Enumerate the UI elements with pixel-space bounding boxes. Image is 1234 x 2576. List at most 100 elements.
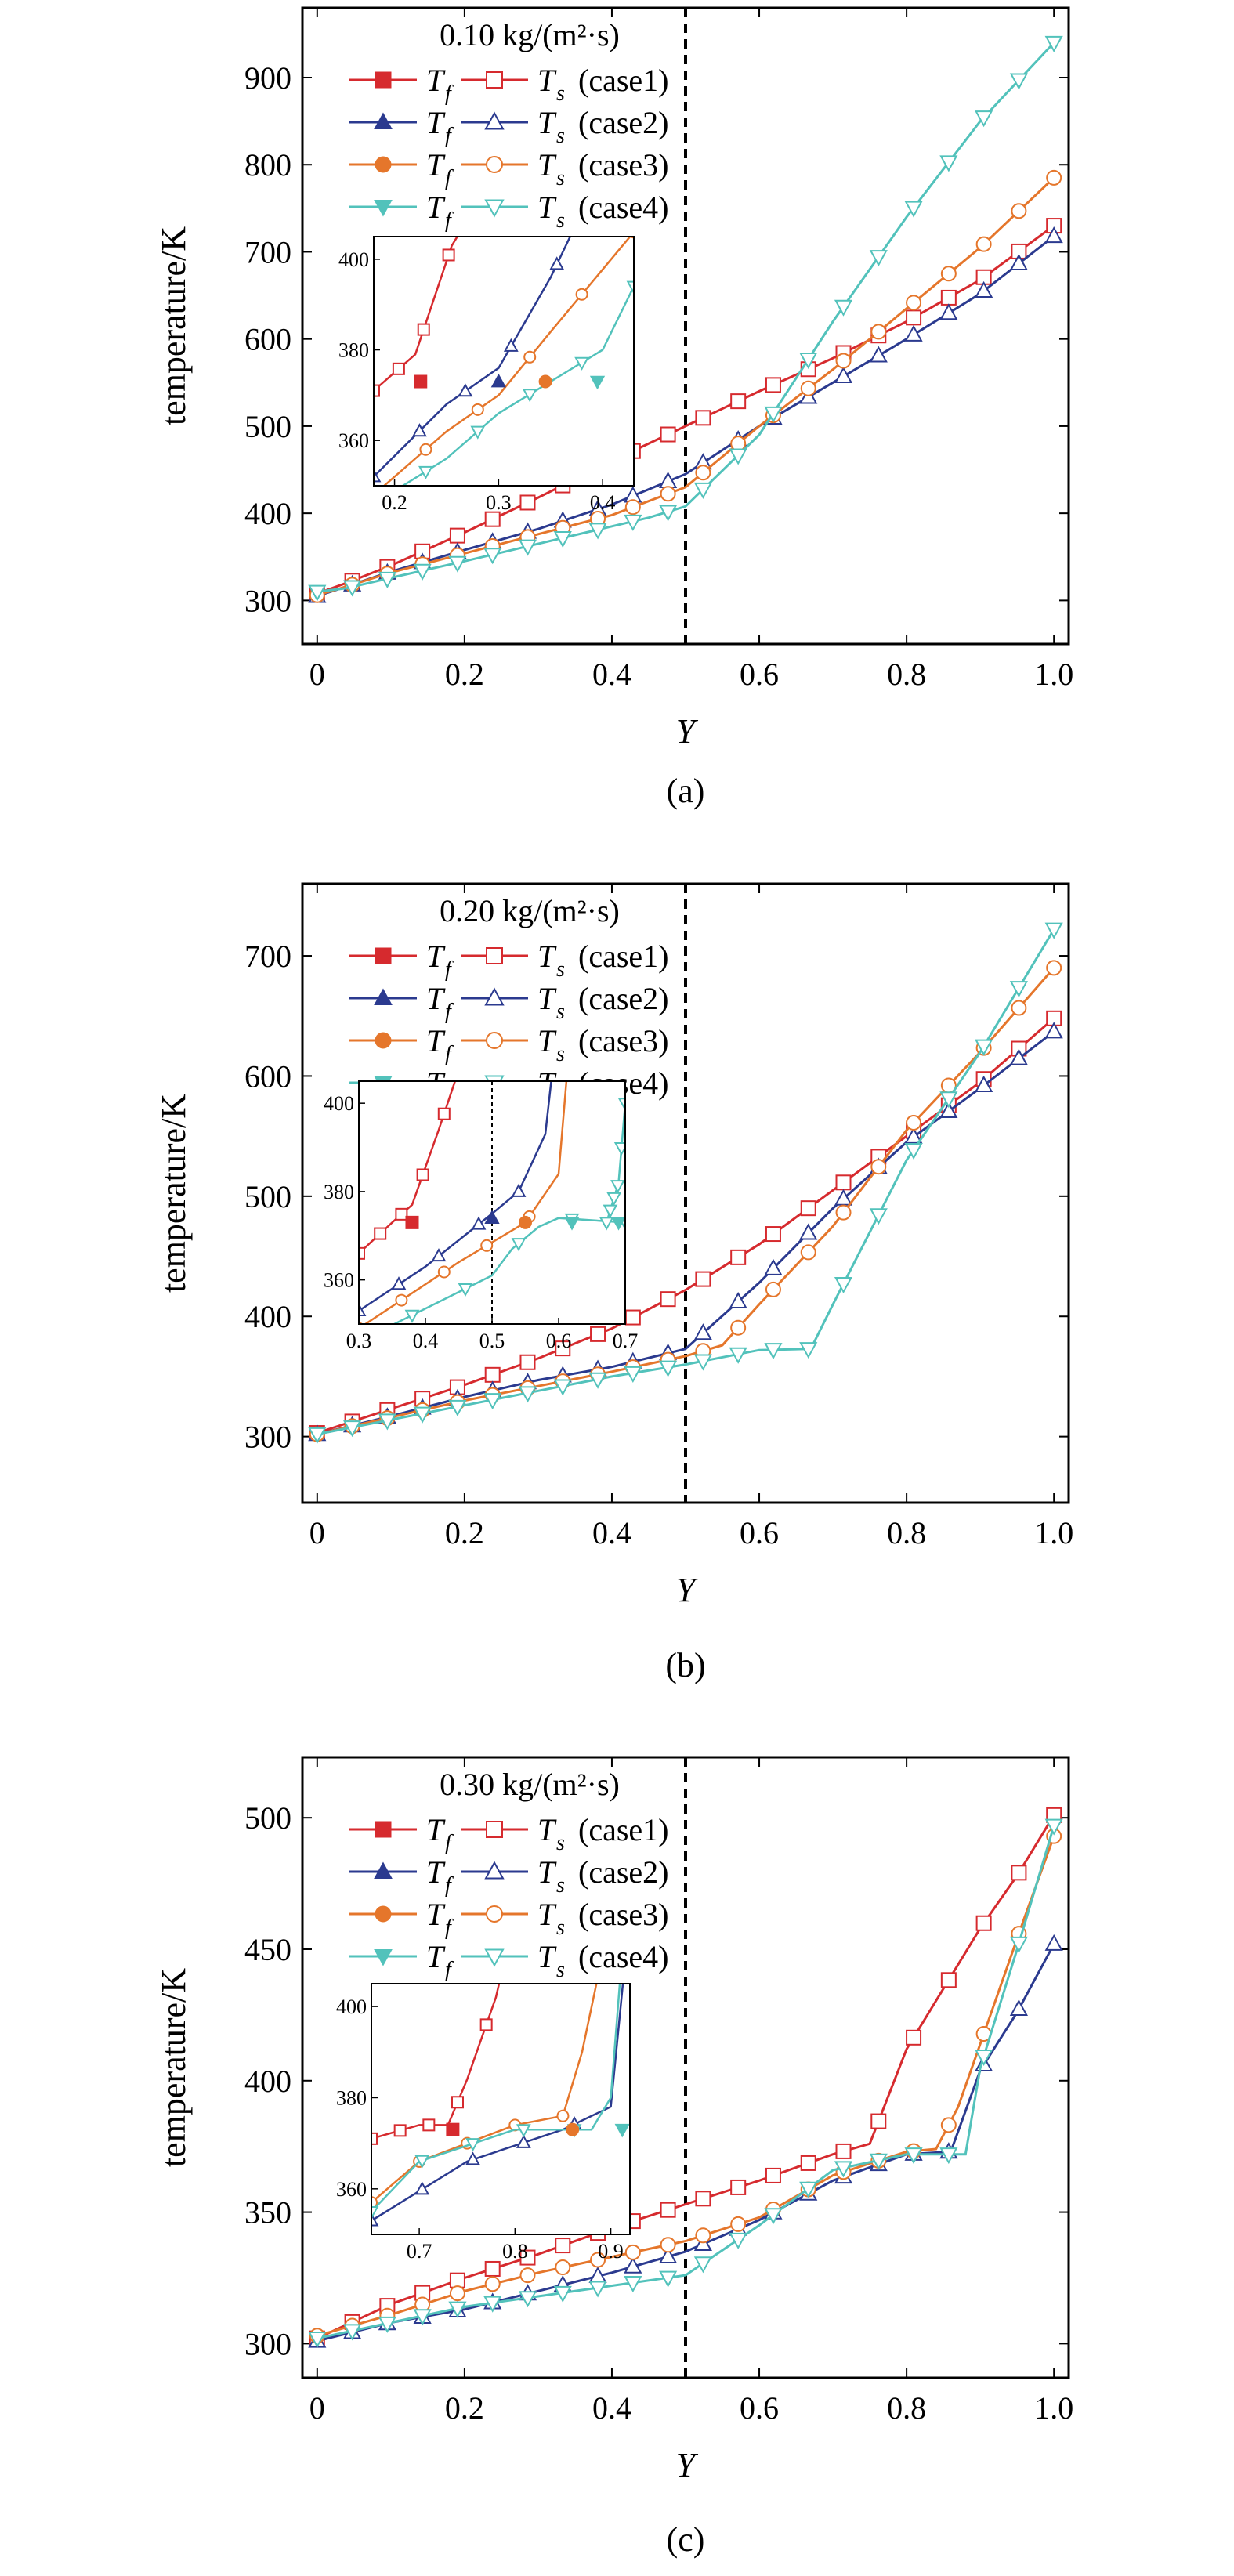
series-line-case1	[317, 1814, 1055, 2340]
data-point-case4	[483, 548, 502, 565]
y-tick-label: 600	[244, 1058, 291, 1094]
data-point-case2	[904, 324, 923, 342]
data-point-case4	[1044, 922, 1063, 939]
inset-background	[374, 237, 634, 486]
data-point-case4	[342, 2324, 362, 2341]
y-axis-label: temperature/K	[154, 1968, 193, 2167]
data-point-case1	[484, 511, 501, 527]
legend-solid-symbol: T	[537, 105, 557, 140]
y-tick-label: 700	[244, 234, 291, 270]
data-point-case4	[1044, 35, 1063, 52]
legend-fluid-subscript: f	[445, 1831, 454, 1855]
inset-y-tick-label: 360	[324, 1269, 354, 1292]
data-point-case2	[869, 346, 888, 363]
data-point-case4	[869, 250, 888, 267]
data-point-case1	[590, 1326, 606, 1342]
data-point-case1	[1011, 1865, 1027, 1881]
inset-data-point-case4	[610, 1180, 625, 1194]
data-point-case1	[765, 2167, 781, 2183]
chart-panel-1: 300 400 500 600 700 800 900 0 0.2 0.4 0.6 0.8 1.0 Yte…	[154, 6, 1073, 810]
legend-solid-subscript: s	[556, 1042, 565, 1066]
y-tick-label: 500	[244, 409, 291, 444]
legend-solid-symbol: T	[537, 1854, 557, 1890]
data-point-case3	[1011, 1000, 1027, 1016]
data-point-case2	[1044, 226, 1063, 244]
inset-series-line-case4	[400, 286, 634, 486]
legend-fluid-subscript: f	[445, 1042, 454, 1066]
inset-data-point-case1	[479, 2018, 493, 2031]
chart-title: 0.10 kg/(m²·s)	[440, 17, 620, 52]
data-point-case4	[483, 2296, 502, 2313]
legend-solid-symbol: T	[537, 1897, 557, 1932]
y-tick-label: 350	[244, 2195, 291, 2230]
data-point-case3	[695, 465, 711, 481]
series-line-case4	[317, 928, 1055, 1436]
inset-fluid-point-case4	[564, 1217, 580, 1231]
data-point-case4	[308, 2332, 327, 2349]
y-tick-label: 300	[244, 2326, 291, 2361]
data-point-case4	[869, 1208, 888, 1225]
data-point-case1	[940, 1972, 957, 1988]
legend-case-label: (case1)	[578, 939, 668, 974]
x-tick-label: 0	[309, 1515, 325, 1550]
legend-case-label: (case4)	[578, 190, 668, 225]
inset-x-tick-label: 0.2	[382, 491, 407, 514]
inset-data-point-case4	[458, 1283, 473, 1297]
data-point-case3	[870, 1159, 887, 1175]
inset-data-point-case3	[556, 2109, 570, 2122]
x-tick-label: 0	[309, 657, 325, 692]
legend-marker-fluid	[374, 1949, 393, 1966]
legend-marker-solid	[484, 111, 505, 130]
data-point-case1	[519, 1354, 536, 1370]
inset-fluid-point-case4	[589, 375, 606, 390]
inset-y-tick-label: 380	[336, 2086, 367, 2109]
chart-title: 0.20 kg/(m²·s)	[440, 893, 620, 928]
inset-fluid-point-case3	[519, 1215, 532, 1229]
y-tick-label: 400	[244, 2064, 291, 2099]
data-point-case4	[588, 2281, 607, 2298]
inset-data-point-case4	[516, 2124, 531, 2138]
legend-marker-solid	[486, 71, 503, 89]
inset-data-point-case2	[503, 338, 519, 352]
inset-x-tick-label: 0.4	[413, 1330, 439, 1352]
data-point-case2	[624, 2256, 642, 2274]
x-tick-label: 0.8	[887, 2390, 926, 2426]
inset-data-point-case1	[395, 1207, 408, 1221]
data-point-case4	[764, 406, 783, 423]
data-point-case1	[519, 494, 536, 511]
legend-marker-solid	[486, 947, 503, 964]
data-point-case4	[1044, 1818, 1063, 1836]
legend-case-label: (case2)	[578, 105, 668, 140]
legend-solid-subscript: s	[556, 1000, 565, 1024]
x-tick-label: 0.6	[740, 2390, 779, 2426]
legend-fluid-symbol: T	[426, 1812, 446, 1847]
inset-x-tick-label: 0.7	[613, 1330, 639, 1352]
data-point-case4	[799, 1342, 818, 1359]
inset-fluid-point-case3	[566, 2122, 580, 2136]
data-point-case2	[799, 1223, 818, 1240]
inset-data-point-case1	[442, 248, 455, 262]
data-point-case3	[800, 380, 816, 396]
data-point-case4	[518, 539, 537, 556]
inset-y-tick-label: 400	[324, 1092, 354, 1115]
inset-data-point-case1	[392, 362, 405, 375]
inset-chart: 360 380 400 0.7 0.8 0.9	[336, 1983, 631, 2263]
data-point-case1	[940, 289, 957, 306]
inset-frame	[371, 1983, 631, 2235]
inset-data-point-case1	[416, 1168, 429, 1181]
data-point-case3	[765, 1281, 781, 1297]
inset-data-point-case4	[465, 2138, 480, 2152]
data-point-case4	[308, 584, 327, 602]
data-point-case1	[449, 2272, 465, 2288]
data-point-case4	[553, 531, 572, 548]
data-point-case3	[660, 486, 676, 502]
data-point-case4	[904, 1143, 923, 1160]
data-point-case1	[519, 2249, 536, 2266]
inset-data-point-case3	[371, 2196, 378, 2209]
data-point-case2	[939, 1101, 958, 1119]
inset-y-tick-label: 400	[336, 1995, 367, 2018]
data-point-case4	[729, 448, 747, 465]
inset-data-point-case4	[470, 425, 486, 440]
